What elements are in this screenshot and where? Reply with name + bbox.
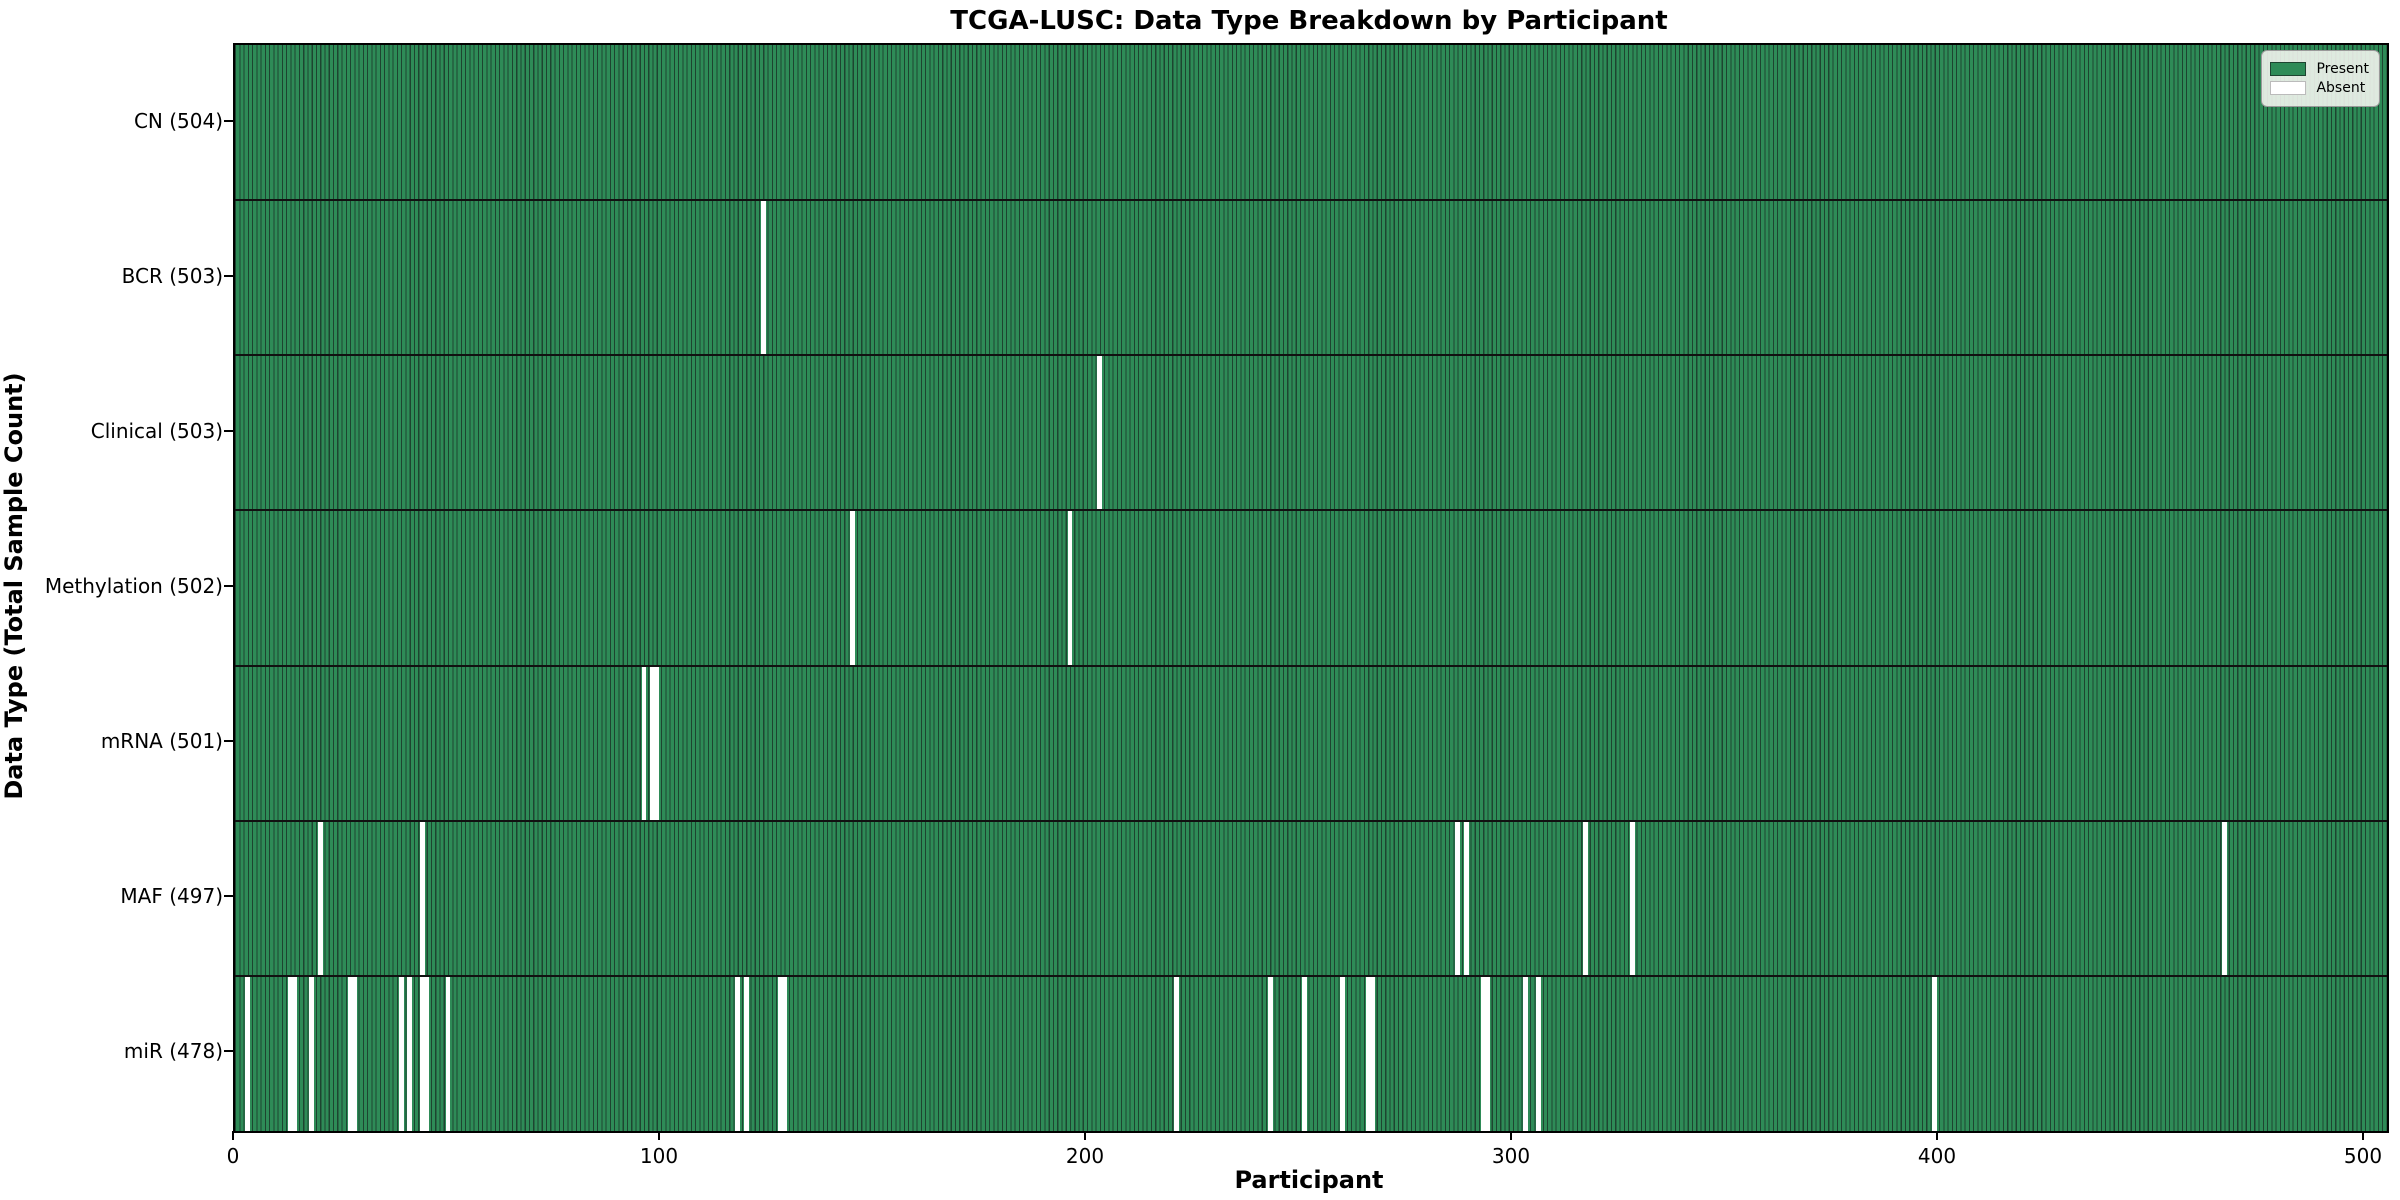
row-separator [235,819,2387,822]
legend: Present Absent [2261,50,2380,107]
row-separator [235,974,2387,977]
y-tick-mark [224,895,233,898]
absent-gap [1174,975,1179,1131]
legend-item-absent: Absent [2270,80,2369,96]
absent-gap [317,820,323,976]
absent-gap [309,975,315,1131]
y-tick-label-clinical: Clinical (503) [90,418,223,443]
absent-gap [245,975,251,1131]
y-tick-mark [224,429,233,432]
absent-gap [777,975,783,1131]
absent-gap [420,975,425,1131]
absent-gap [1583,820,1588,976]
x-tick-label-300: 300 [1491,1144,1531,1168]
y-tick-label-maf: MAF (497) [120,884,223,909]
absent-gap [1097,355,1103,511]
row-separator [235,354,2387,357]
x-tick-mark [1936,1131,1938,1140]
absent-gap [1485,975,1490,1131]
x-tick-mark [232,1131,234,1140]
x-tick-mark [658,1131,660,1140]
absent-gap [1523,975,1529,1131]
x-axis-title: Participant [1234,1166,1384,1194]
y-tick-label-methylation: Methylation (502) [44,574,223,598]
heatmap-row-maf [235,820,2387,976]
absent-gap [1932,975,1938,1131]
absent-gap [398,975,404,1131]
absent-gap [287,975,293,1131]
y-tick-mark [224,274,233,277]
x-tick-label-100: 100 [639,1144,679,1168]
absent-gap [641,665,647,821]
x-tick-mark [1510,1131,1512,1140]
absent-gap [407,975,413,1131]
y-axis-title: Data Type (Total Sample Count) [0,372,28,800]
x-tick-label-200: 200 [1065,1144,1105,1168]
y-tick-label-cn: CN (504) [133,108,223,133]
absent-gap [420,820,425,976]
legend-swatch-present [2270,62,2307,76]
absent-gap [424,975,430,1131]
heatmap-row-mrna [235,665,2387,821]
absent-gap [351,975,357,1131]
y-tick-mark [224,1050,233,1053]
absent-gap [1267,975,1273,1131]
y-tick-label-mrna: mRNA (501) [100,729,223,754]
legend-swatch-absent [2270,81,2307,95]
absent-gap [292,975,298,1131]
x-tick-label-500: 500 [2343,1144,2383,1168]
absent-gap [1536,975,1542,1131]
absent-gap [743,975,749,1131]
row-separator [235,664,2387,667]
absent-gap [1463,820,1469,976]
absent-gap [650,665,655,821]
heatmap-row-methylation [235,510,2387,666]
plot-area: Present Absent [233,43,2389,1133]
y-tick-mark [224,119,233,122]
absent-gap [1370,975,1375,1131]
absent-gap [850,510,856,666]
y-tick-mark [224,740,233,743]
absent-gap [654,665,660,821]
x-tick-label-400: 400 [1917,1144,1957,1168]
y-tick-label-mir: miR (478) [123,1039,223,1064]
x-tick-mark [1084,1131,1086,1140]
absent-gap [735,975,741,1131]
heatmap-row-clinical [235,355,2387,511]
chart-title: TCGA-LUSC: Data Type Breakdown by Partic… [950,6,1668,36]
heatmap-row-cn [235,45,2387,201]
row-separator [235,199,2387,202]
legend-label: Absent [2316,80,2366,96]
legend-label: Present [2316,61,2369,77]
absent-gap [1301,975,1307,1131]
x-tick-label-0: 0 [226,1144,240,1168]
absent-gap [1480,975,1486,1131]
absent-gap [1365,975,1371,1131]
absent-gap [2222,820,2227,976]
heatmap-row-mir [235,975,2387,1131]
y-tick-label-bcr: BCR (503) [121,263,223,288]
absent-gap [1629,820,1635,976]
absent-gap [445,975,451,1131]
legend-item-present: Present [2270,61,2369,77]
absent-gap [1340,975,1346,1131]
absent-gap [1067,510,1073,666]
absent-gap [760,200,766,356]
row-separator [235,509,2387,512]
absent-gap [782,975,788,1131]
absent-gap [347,975,353,1131]
absent-gap [1455,820,1461,976]
heatmap-row-bcr [235,200,2387,356]
x-tick-mark [2362,1131,2364,1140]
y-tick-mark [224,585,233,587]
